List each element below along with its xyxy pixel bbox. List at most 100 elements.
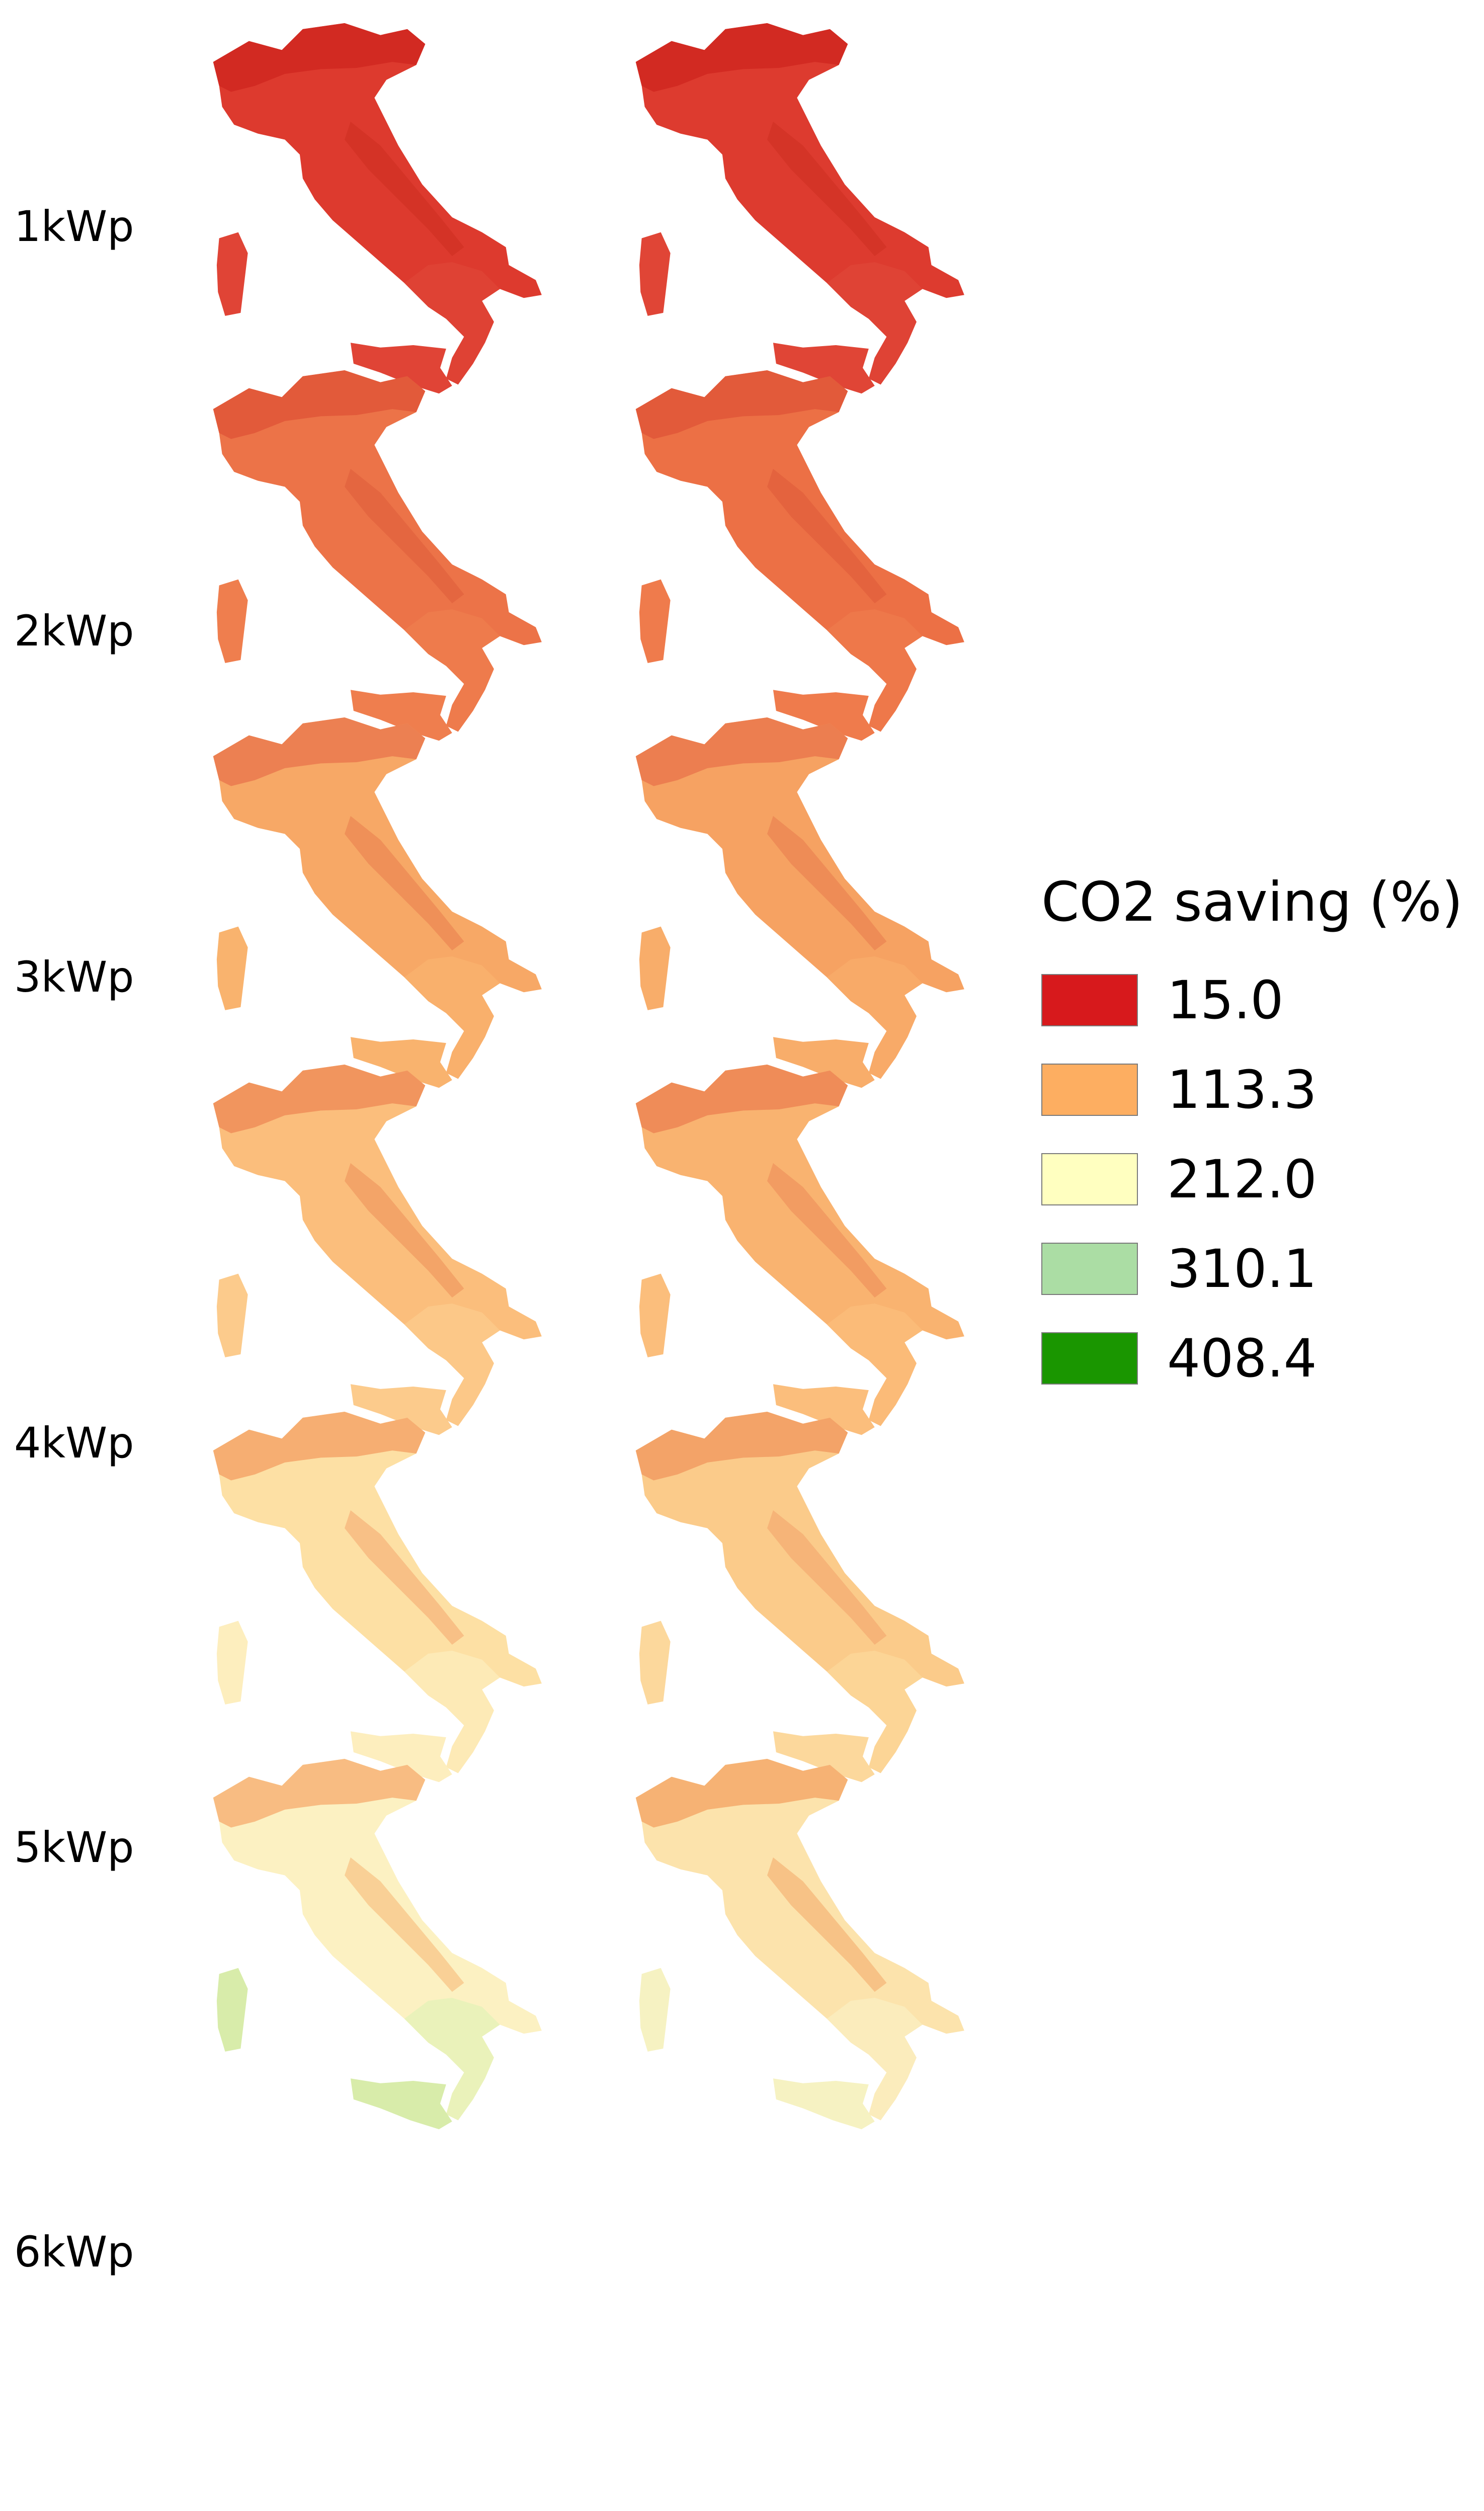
legend-swatch-5 <box>1041 1332 1138 1385</box>
south-region-shape <box>404 1303 500 1426</box>
south-region-shape <box>404 262 500 385</box>
sicily-shape <box>350 2078 452 2130</box>
sicily-shape <box>773 690 875 741</box>
sardinia-shape <box>216 579 248 663</box>
apennine-shape <box>767 1857 887 1992</box>
alpine-region-shape <box>213 1064 426 1133</box>
sicily-shape <box>773 1037 875 1088</box>
italy-map-svg <box>213 717 542 1088</box>
south-region-shape <box>404 1997 500 2121</box>
sicily-shape <box>773 2078 875 2130</box>
sardinia-shape <box>639 926 671 1010</box>
sicily-shape <box>773 1731 875 1783</box>
apennine-shape <box>767 816 887 951</box>
south-region-shape <box>827 609 923 732</box>
sardinia-shape <box>216 232 248 316</box>
south-region-shape <box>827 1303 923 1426</box>
italy-map-svg <box>213 1758 542 2130</box>
italy-map-svg <box>213 1411 542 1783</box>
row-label-1kwp: 1kWp <box>14 202 134 251</box>
italy-map-svg <box>635 23 964 394</box>
legend-item-5: 408.4 <box>1041 1330 1463 1387</box>
legend-swatch-1 <box>1041 974 1138 1026</box>
sardinia-shape <box>216 926 248 1010</box>
map-1kwp-left <box>201 20 976 402</box>
sicily-shape <box>350 343 452 394</box>
south-region-shape <box>404 609 500 732</box>
sardinia-shape <box>639 579 671 663</box>
sardinia-shape <box>639 1273 671 1357</box>
alpine-region-shape <box>213 717 426 786</box>
south-region-shape <box>827 262 923 385</box>
sicily-shape <box>350 1731 452 1783</box>
map-4kwp-right <box>624 1062 1398 1444</box>
alpine-region-shape <box>635 1064 848 1133</box>
apennine-shape <box>345 121 464 257</box>
alpine-region-shape <box>635 1411 848 1481</box>
sardinia-shape <box>639 1968 671 2052</box>
legend-label-3: 212.0 <box>1167 1149 1317 1210</box>
sicily-shape <box>773 343 875 394</box>
apennine-shape <box>345 816 464 951</box>
apennine-shape <box>767 1163 887 1298</box>
legend-item-2: 113.3 <box>1041 1062 1463 1118</box>
alpine-region-shape <box>213 23 426 92</box>
apennine-shape <box>345 468 464 604</box>
legend-label-1: 15.0 <box>1167 969 1284 1031</box>
sicily-shape <box>773 1384 875 1435</box>
sicily-shape <box>350 690 452 741</box>
map-5kwp-right <box>624 1409 1398 1791</box>
map-1kwp-right <box>624 20 1398 402</box>
apennine-shape <box>767 468 887 604</box>
alpine-region-shape <box>213 1411 426 1481</box>
sardinia-shape <box>639 232 671 316</box>
alpine-region-shape <box>635 1758 848 1828</box>
sardinia-shape <box>216 1273 248 1357</box>
map-2kwp-right <box>624 367 1398 750</box>
italy-map-svg <box>635 370 964 741</box>
apennine-shape <box>345 1857 464 1992</box>
alpine-region-shape <box>213 1758 426 1828</box>
legend-swatch-3 <box>1041 1153 1138 1205</box>
italy-map-svg <box>635 717 964 1088</box>
row-label-6kwp: 6kWp <box>14 2227 134 2277</box>
row-label-2kwp: 2kWp <box>14 606 134 656</box>
south-region-shape <box>827 1997 923 2121</box>
apennine-shape <box>345 1163 464 1298</box>
sicily-shape <box>350 1384 452 1435</box>
legend-item-3: 212.0 <box>1041 1151 1463 1207</box>
alpine-region-shape <box>635 23 848 92</box>
map-3kwp-left <box>201 714 976 1097</box>
apennine-shape <box>767 1510 887 1645</box>
sardinia-shape <box>639 1621 671 1705</box>
map-5kwp-left <box>201 1409 976 1791</box>
sicily-shape <box>350 1037 452 1088</box>
apennine-shape <box>767 121 887 257</box>
south-region-shape <box>827 956 923 1079</box>
map-2kwp-left <box>201 367 976 750</box>
map-6kwp-left <box>201 1756 976 2138</box>
row-label-4kwp: 4kWp <box>14 1418 134 1468</box>
sardinia-shape <box>216 1968 248 2052</box>
legend-label-4: 310.1 <box>1167 1238 1317 1300</box>
italy-map-svg <box>635 1411 964 1783</box>
alpine-region-shape <box>635 370 848 439</box>
legend-label-5: 408.4 <box>1167 1328 1317 1389</box>
map-6kwp-right <box>624 1756 1398 2138</box>
legend-item-4: 310.1 <box>1041 1241 1463 1297</box>
sardinia-shape <box>216 1621 248 1705</box>
italy-map-svg <box>635 1064 964 1435</box>
legend-swatch-4 <box>1041 1243 1138 1295</box>
legend-label-2: 113.3 <box>1167 1059 1317 1120</box>
italy-map-svg <box>213 23 542 394</box>
south-region-shape <box>404 956 500 1079</box>
south-region-shape <box>404 1650 500 1773</box>
italy-map-svg <box>213 1064 542 1435</box>
map-4kwp-left <box>201 1062 976 1444</box>
italy-map-svg <box>213 370 542 741</box>
row-label-3kwp: 3kWp <box>14 952 134 1002</box>
apennine-shape <box>345 1510 464 1645</box>
italy-map-svg <box>635 1758 964 2130</box>
alpine-region-shape <box>635 717 848 786</box>
map-3kwp-right <box>624 714 1398 1097</box>
